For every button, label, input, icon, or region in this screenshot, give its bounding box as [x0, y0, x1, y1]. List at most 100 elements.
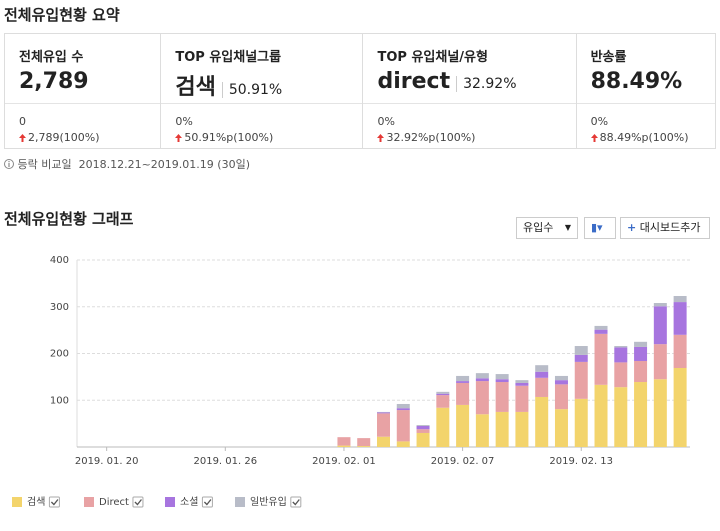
bar-segment: [337, 445, 351, 447]
bar-segment: [653, 306, 667, 345]
bar-segment: [416, 425, 430, 426]
bar-segment: [673, 334, 687, 368]
up-arrow: [377, 134, 385, 142]
bar-segment: [634, 360, 648, 383]
x-tick-label: 2019. 01. 20: [75, 456, 139, 467]
chart-title: 전체유입현황 그래프: [4, 210, 134, 228]
bar-segment: [594, 333, 608, 385]
summary-cards: 전체유입 수 2,789 0 2,789(100%) TOP 유입채널그룹 검색…: [4, 33, 716, 149]
bar-segment: [634, 382, 648, 447]
card-change: 0%: [590, 115, 609, 128]
x-tick-label: 2019. 02. 01: [312, 456, 376, 467]
bar-segment: [673, 295, 687, 303]
legend-label: 일반유입: [250, 495, 287, 508]
bar-segment: [416, 429, 430, 433]
up-arrow: [590, 134, 598, 142]
legend-label: Direct: [99, 497, 129, 508]
bar-segment: [396, 408, 410, 411]
y-tick-label: 200: [50, 349, 69, 360]
bar-segment: [436, 391, 450, 394]
compare-note: 등락 비교일 2018.12.21~2019.01.19 (30일): [4, 156, 250, 172]
bar-segment: [535, 371, 549, 378]
bar-segment: [357, 438, 371, 447]
bar-segment: [653, 303, 667, 307]
bar-segment: [515, 382, 529, 386]
y-tick-label: 100: [50, 395, 69, 406]
bar-segment: [673, 302, 687, 335]
legend-label: 소셜: [180, 496, 198, 508]
legend-swatch: [235, 497, 245, 507]
legend-check: [50, 499, 59, 506]
bar-segment: [456, 381, 470, 383]
add-dashboard-button[interactable]: + 대시보드추가: [620, 217, 710, 239]
legend-checkbox: [201, 496, 213, 508]
card-sub: 50.91%p(100%): [184, 131, 274, 144]
bar-segment: [475, 373, 489, 379]
bar-segment: [594, 329, 608, 334]
card: TOP 유입채널그룹 검색 50.91% 0% 50.91%p(100%): [161, 34, 364, 148]
legend-label: 검색: [27, 496, 45, 508]
bar-segment: [475, 381, 489, 415]
card-label: 전체유입 수: [19, 50, 84, 65]
bar-segment: [535, 365, 549, 372]
bar-segment: [653, 344, 667, 380]
metric-select-label: 유입수: [523, 221, 554, 234]
bar-segment: [594, 384, 608, 447]
bar-segment: [614, 347, 628, 363]
bar-segment: [495, 379, 509, 383]
card: 반송률 88.49% 0% 88.49%p(100%): [576, 34, 715, 148]
bar-segment: [436, 407, 450, 447]
bar-segment: [436, 393, 450, 396]
y-tick-label: 300: [50, 302, 69, 313]
card-share: 32.92%: [456, 76, 517, 92]
bar-segment: [515, 385, 529, 412]
legend-swatch: [12, 497, 22, 507]
up-arrow: [175, 134, 183, 142]
bar-segment: [475, 378, 489, 382]
chart-type-button[interactable]: ▮▾: [584, 217, 616, 239]
bar-segment: [653, 379, 667, 447]
bar-segment: [515, 380, 529, 383]
bar-segment: [574, 354, 588, 362]
bar-segment: [634, 341, 648, 347]
card-label: 반송률: [590, 50, 627, 65]
legend-check: [292, 499, 300, 506]
card-change: 0: [19, 115, 26, 128]
bar-segment: [554, 380, 568, 385]
bar-segment: [594, 325, 608, 330]
bar-segment: [554, 384, 568, 410]
card-sub: 88.49%p(100%): [599, 131, 689, 144]
chart: 100 200 300 400 2019. 01. 20 2019. 01. 26 2019…: [12, 255, 690, 508]
bar-segment: [634, 346, 648, 361]
bar-segment: [396, 403, 410, 409]
card-value: direct: [377, 69, 451, 94]
bar-segment: [495, 382, 509, 412]
card-sub: 32.92%p(100%): [386, 131, 476, 144]
bar-segment: [357, 446, 371, 447]
bar-segment: [396, 410, 410, 442]
metric-select[interactable]: 유입수 ▼: [516, 217, 578, 239]
card-label: TOP 유입채널그룹: [175, 50, 282, 65]
legend-checkbox: [48, 496, 60, 508]
compare-label: 등락 비교일: [17, 158, 72, 171]
x-tick-label: 2019. 02. 13: [549, 456, 613, 467]
bar-segment: [377, 412, 390, 414]
bar-segment: [574, 361, 588, 399]
bar-segment: [535, 396, 549, 447]
summary-title: 전체유입현황 요약: [4, 6, 120, 24]
bar-segment: [396, 441, 410, 447]
legend-swatch: [84, 497, 94, 507]
bar-segment: [456, 382, 470, 405]
card: TOP 유입채널/유형 direct 32.92% 0% 32.92%p(100%…: [363, 34, 577, 148]
info-icon: [4, 159, 14, 169]
bar-segment: [337, 437, 351, 446]
card-value: 2,789: [19, 69, 89, 94]
bar-segment: [377, 436, 390, 447]
bar-segment: [554, 409, 568, 447]
bar-segment: [515, 411, 529, 447]
legend-swatch: [165, 497, 175, 507]
bar-segment: [614, 346, 628, 348]
bar-segment: [574, 398, 588, 447]
bar-segment: [416, 425, 430, 430]
bar-segment: [495, 411, 509, 447]
